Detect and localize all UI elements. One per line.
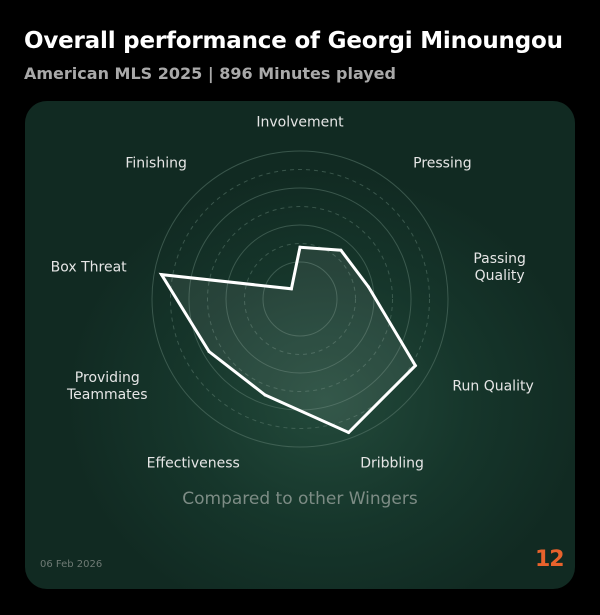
data-point xyxy=(207,350,211,354)
grid-ring xyxy=(151,150,449,448)
axis-label: Providing Teammates xyxy=(66,370,148,403)
axis-label: Effectiveness xyxy=(146,455,240,472)
chart-subtitle: American MLS 2025 | 896 Minutes played xyxy=(24,64,396,83)
data-point xyxy=(160,273,164,277)
chart-title: Overall performance of Georgi Minoungou xyxy=(24,28,563,54)
grid-ring xyxy=(207,206,393,392)
axis-label: Passing Quality xyxy=(473,251,526,285)
grid-ring xyxy=(262,261,338,337)
chart-card: Involvement Pressing Passing Quality Run Qu… xyxy=(25,101,575,589)
date-stamp: 06 Feb 2026 xyxy=(40,559,103,570)
axis-label: Dribbling xyxy=(360,455,424,472)
grid-ring xyxy=(170,169,430,429)
axis-label: Box Threat xyxy=(50,259,127,276)
data-point xyxy=(413,364,417,368)
comparison-note: Compared to other Wingers xyxy=(182,489,418,509)
axis-label: Pressing xyxy=(413,155,472,172)
axis-label: Involvement xyxy=(256,114,344,131)
brand-logo: 12 xyxy=(535,547,565,572)
data-point xyxy=(289,287,293,291)
axis-label: Finishing xyxy=(125,155,187,172)
grid-ring xyxy=(244,243,356,355)
series-polygon xyxy=(158,245,418,435)
data-point xyxy=(367,285,371,289)
axis-label: Run Quality xyxy=(452,378,534,395)
radar-chart xyxy=(151,150,449,448)
data-point xyxy=(347,431,351,435)
data-point xyxy=(339,248,343,252)
data-point xyxy=(298,245,302,249)
data-point xyxy=(263,393,267,397)
